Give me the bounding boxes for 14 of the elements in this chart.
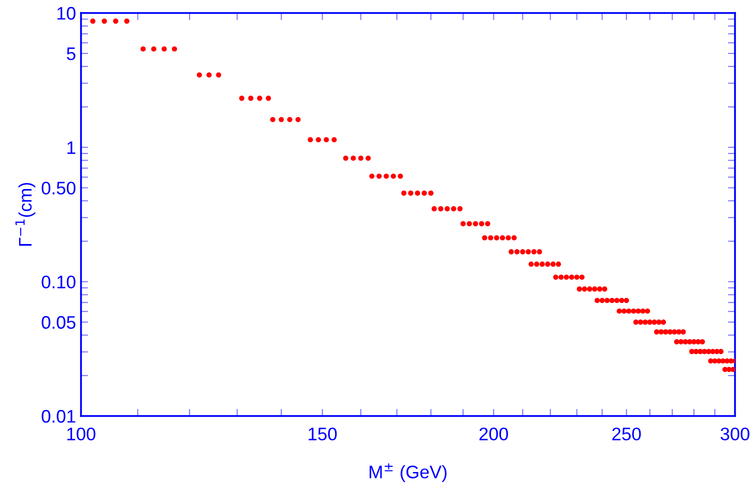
y-tick-label: 5	[66, 48, 76, 60]
x-tick-label: 300	[720, 428, 750, 440]
x-tick-label: 100	[67, 428, 96, 440]
y-axis-title: Γ$^{−1}$(cm)	[15, 182, 36, 246]
x-tick-label: 150	[308, 428, 337, 440]
y-tick-label: 1	[67, 141, 76, 154]
x-tick-label: 200	[479, 428, 508, 440]
y-tick-label: 0.01	[42, 410, 76, 423]
x-tick-label: 250	[612, 428, 641, 440]
y-tick-label: 0.05	[42, 316, 76, 329]
y-tick-label: 10	[57, 6, 76, 20]
y-tick-label: 0.50	[42, 182, 76, 194]
x-axis-title: M$^{±}$ (GeV)	[370, 463, 447, 482]
y-tick-label: 0.10	[42, 276, 76, 288]
